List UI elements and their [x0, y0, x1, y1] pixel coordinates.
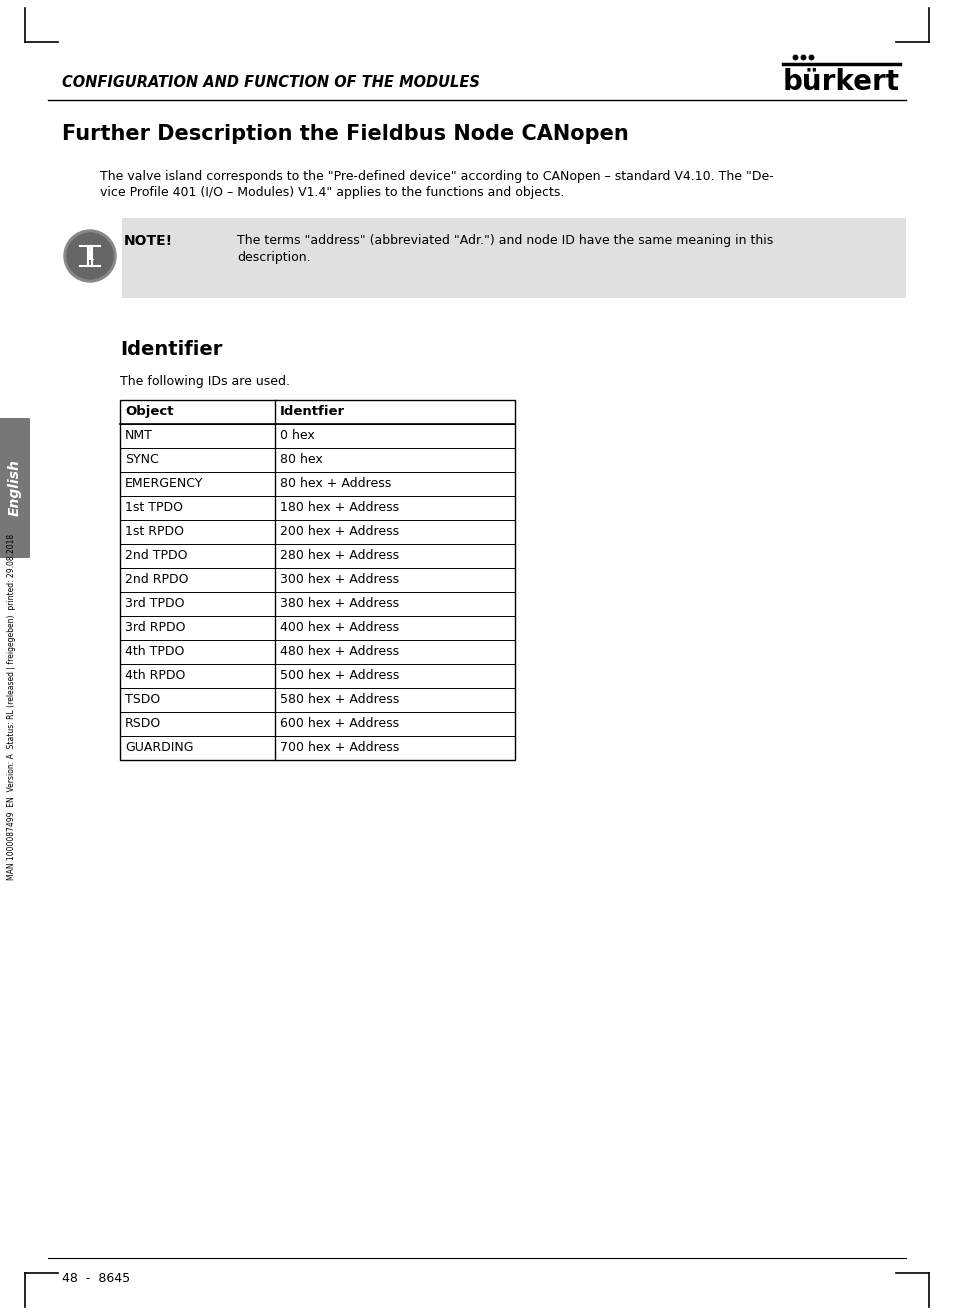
- Bar: [120, 400, 515, 760]
- Text: 300 hex + Address: 300 hex + Address: [280, 573, 398, 586]
- Text: English: English: [8, 459, 22, 517]
- Text: 480 hex + Address: 480 hex + Address: [280, 644, 398, 658]
- Text: EMERGENCY: EMERGENCY: [125, 477, 203, 490]
- Text: NMT: NMT: [125, 429, 152, 442]
- Text: The terms "address" (abbreviated "Adr.") and node ID have the same meaning in th: The terms "address" (abbreviated "Adr.")…: [236, 234, 773, 247]
- Text: 580 hex + Address: 580 hex + Address: [280, 693, 399, 706]
- Text: 280 hex + Address: 280 hex + Address: [280, 548, 398, 562]
- Text: 1st RPDO: 1st RPDO: [125, 525, 184, 538]
- Text: 80 hex: 80 hex: [280, 452, 322, 466]
- Text: 1st TPDO: 1st TPDO: [125, 501, 183, 514]
- Circle shape: [67, 233, 112, 279]
- Text: SYNC: SYNC: [125, 452, 158, 466]
- Text: MAN 1000087499  EN  Version: A  Status: RL (released | freigegeben)  printed: 29: MAN 1000087499 EN Version: A Status: RL …: [8, 534, 16, 880]
- Text: 380 hex + Address: 380 hex + Address: [280, 597, 398, 610]
- Text: Object: Object: [125, 405, 173, 418]
- Text: The following IDs are used.: The following IDs are used.: [120, 375, 290, 388]
- Text: 500 hex + Address: 500 hex + Address: [280, 669, 399, 682]
- Text: 2nd RPDO: 2nd RPDO: [125, 573, 189, 586]
- Text: bürkert: bürkert: [782, 68, 899, 96]
- Text: CONFIGURATION AND FUNCTION OF THE MODULES: CONFIGURATION AND FUNCTION OF THE MODULE…: [62, 75, 479, 89]
- Text: 0 hex: 0 hex: [280, 429, 314, 442]
- Text: NOTE!: NOTE!: [124, 234, 172, 249]
- Bar: [0, 418, 30, 558]
- Bar: [122, 218, 905, 299]
- Text: 2nd TPDO: 2nd TPDO: [125, 548, 188, 562]
- Text: Further Description the Fieldbus Node CANopen: Further Description the Fieldbus Node CA…: [62, 124, 628, 145]
- Text: 180 hex + Address: 180 hex + Address: [280, 501, 398, 514]
- Text: vice Profile 401 (I/O – Modules) V1.4" applies to the functions and objects.: vice Profile 401 (I/O – Modules) V1.4" a…: [100, 185, 564, 199]
- Text: Identfier: Identfier: [280, 405, 345, 418]
- Text: 600 hex + Address: 600 hex + Address: [280, 717, 398, 730]
- Text: 80 hex + Address: 80 hex + Address: [280, 477, 391, 490]
- Text: GUARDING: GUARDING: [125, 740, 193, 753]
- Text: 4th TPDO: 4th TPDO: [125, 644, 184, 658]
- Text: TSDO: TSDO: [125, 693, 160, 706]
- Text: 3rd TPDO: 3rd TPDO: [125, 597, 184, 610]
- Circle shape: [64, 230, 116, 281]
- Text: 200 hex + Address: 200 hex + Address: [280, 525, 398, 538]
- Text: Identifier: Identifier: [120, 341, 222, 359]
- Text: 4th RPDO: 4th RPDO: [125, 669, 185, 682]
- Text: RSDO: RSDO: [125, 717, 161, 730]
- Text: 700 hex + Address: 700 hex + Address: [280, 740, 399, 753]
- Text: i: i: [86, 246, 93, 264]
- Text: 48  -  8645: 48 - 8645: [62, 1272, 130, 1285]
- Text: 400 hex + Address: 400 hex + Address: [280, 621, 398, 634]
- Text: 3rd RPDO: 3rd RPDO: [125, 621, 185, 634]
- Text: description.: description.: [236, 251, 311, 264]
- Text: The valve island corresponds to the "Pre-defined device" according to CANopen – : The valve island corresponds to the "Pre…: [100, 170, 773, 183]
